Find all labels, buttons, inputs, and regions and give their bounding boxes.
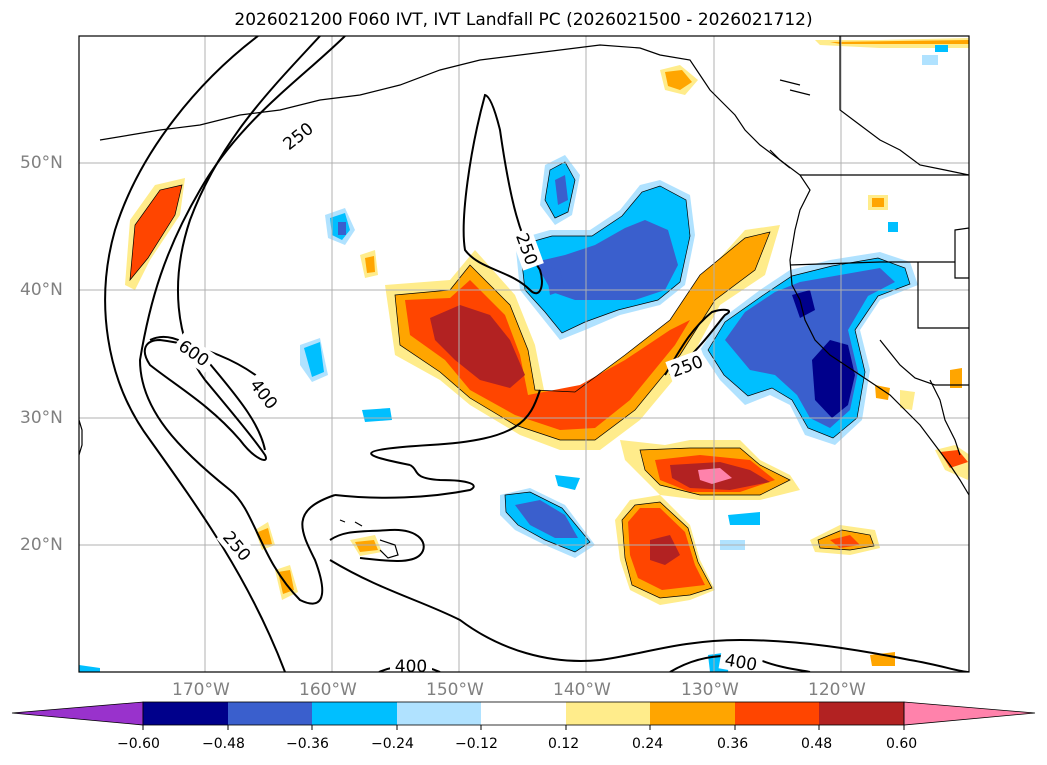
colorbar-tick: 0.36	[717, 736, 749, 752]
ivt-contours	[104, 36, 969, 672]
colorbar-tick: 0.60	[886, 736, 918, 752]
positive-anomaly-regions	[125, 38, 969, 666]
colorbar-tick: −0.60	[117, 736, 160, 752]
colorbar-tick: −0.36	[286, 736, 329, 752]
colorbar-tick: −0.48	[202, 736, 245, 752]
map-title: 2026021200 F060 IVT, IVT Landfall PC (20…	[234, 10, 813, 30]
contour-label-400: 400	[723, 650, 758, 675]
colorbar-segment	[143, 702, 228, 725]
colorbar-segment	[481, 702, 566, 725]
colorbar-tick: 0.48	[801, 736, 833, 752]
colorbar-tick: 0.24	[632, 736, 664, 752]
lon-label-130w: 130°W	[681, 680, 739, 700]
contour-label-400: 400	[395, 657, 427, 677]
colorbar-segment	[735, 702, 819, 725]
lon-label-140w: 140°W	[553, 680, 611, 700]
lon-label-170w: 170°W	[172, 680, 230, 700]
colorbar-segment	[566, 702, 650, 725]
colorbar-segment	[397, 702, 481, 725]
anomaly-outline-contours	[129, 161, 911, 599]
colorbar-segment	[819, 702, 904, 725]
colorbar	[11, 701, 1036, 730]
lon-label-150w: 150°W	[426, 680, 484, 700]
lat-label-20n: 20°N	[20, 535, 63, 555]
lon-label-120w: 120°W	[808, 680, 866, 700]
lon-label-160w: 160°W	[299, 680, 357, 700]
colorbar-high-extension	[903, 701, 1036, 726]
lat-label-50n: 50°N	[20, 153, 63, 173]
map-frame	[78, 35, 970, 673]
colorbar-segment	[312, 702, 397, 725]
colorbar-segment	[228, 702, 312, 725]
colorbar-tick: −0.12	[455, 736, 498, 752]
colorbar-tick: −0.24	[371, 736, 414, 752]
colorbar-tick: 0.12	[548, 736, 580, 752]
lat-label-30n: 30°N	[20, 408, 63, 428]
lat-label-40n: 40°N	[20, 280, 63, 300]
colorbar-low-extension	[11, 701, 144, 726]
coastlines	[79, 36, 969, 559]
colorbar-segment	[650, 702, 735, 725]
